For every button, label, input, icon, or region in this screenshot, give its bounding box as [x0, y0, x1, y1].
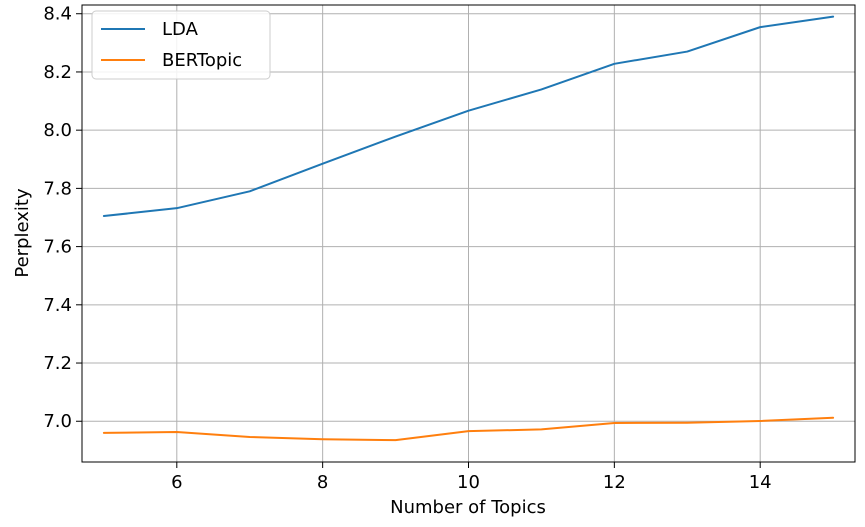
- series-lines: [102, 15, 835, 442]
- y-tick-label: 8.2: [43, 62, 72, 83]
- x-tick-label: 12: [603, 472, 626, 493]
- legend: LDA BERTopic: [91, 10, 271, 80]
- y-tick-label: 8.4: [43, 4, 72, 25]
- x-tick-label: 8: [317, 472, 328, 493]
- legend-label-bertopic: BERTopic: [162, 50, 242, 71]
- series-line-bertopic: [102, 416, 835, 442]
- x-tick-label: 14: [749, 472, 772, 493]
- y-axis-title: Perplexity: [12, 188, 33, 278]
- x-tick-label: 10: [457, 472, 480, 493]
- y-tick-label: 7.0: [43, 411, 72, 432]
- y-tick-label: 7.2: [43, 353, 72, 374]
- y-tick-label: 8.0: [43, 120, 72, 141]
- legend-label-lda: LDA: [162, 19, 199, 40]
- x-tick-label: 6: [171, 472, 182, 493]
- y-tick-label: 7.4: [43, 295, 72, 316]
- grid-lines: [82, 5, 855, 462]
- series-line-lda: [102, 15, 835, 218]
- x-axis-title: Number of Topics: [390, 497, 546, 518]
- axis-ticks: 6 8 10 12 14 7.0 7.2 7.4 7.6 7.8 8.0 8.2 8.4: [43, 4, 771, 493]
- y-tick-label: 7.8: [43, 178, 72, 199]
- y-tick-label: 7.6: [43, 237, 72, 258]
